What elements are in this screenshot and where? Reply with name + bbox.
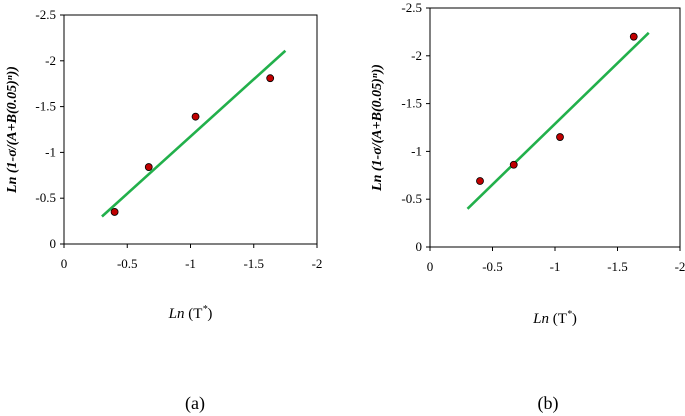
plot-frame [429, 7, 681, 248]
data-point [144, 163, 153, 171]
x-tick-label: -0.5 [117, 256, 138, 271]
x-tick-label: -1 [550, 259, 561, 274]
y-tick-label: -2 [411, 48, 422, 63]
data-point [191, 112, 200, 121]
x-tick-label: 0 [61, 256, 68, 271]
chart-b: 0 -0.5 -1 -1.5 -2 0 -0.5 -1 -1.5 -2 -2.5 Ln (1-σ/(A… [370, 0, 685, 414]
data-point [629, 32, 638, 41]
data-point [509, 160, 518, 169]
y-tick-label: -0.5 [35, 190, 56, 205]
fit-line [101, 49, 287, 218]
x-tick-label: -1 [185, 256, 196, 271]
x-axis-label: Ln (T*) [532, 309, 577, 327]
plot-frame [63, 14, 318, 245]
y-tick-label: 0 [416, 239, 423, 254]
panel-label: (a) [185, 393, 205, 414]
y-tick-label: -1 [411, 143, 422, 158]
y-axis-label: Ln (1-σ/(A+B(0.05)ⁿ)) [5, 66, 20, 194]
panel-label: (b) [538, 393, 559, 414]
y-tick-label: -1.5 [35, 99, 56, 114]
x-tick-label: -0.5 [482, 259, 503, 274]
y-tick-label: -1.5 [401, 96, 422, 111]
x-tick-label: 0 [427, 259, 434, 274]
fit-line [466, 31, 650, 210]
x-axis-label: Ln (T*) [168, 304, 213, 322]
x-tick-label: -2 [675, 259, 685, 274]
data-point [266, 74, 275, 83]
y-tick-label: -2.5 [35, 7, 56, 22]
y-tick-label: -2 [45, 53, 56, 68]
x-tick-label: -1.5 [243, 256, 264, 271]
y-tick-label: -0.5 [401, 191, 422, 206]
data-point [110, 208, 119, 216]
chart-a: 0 -0.5 -1 -1.5 -2 0 -0.5 -1 -1.5 -2 -2.5 Ln (1-σ/(A… [5, 7, 322, 414]
data-point [556, 133, 564, 141]
y-tick-label: -2.5 [401, 0, 422, 15]
x-tick-label: -2 [312, 256, 323, 271]
y-tick-label: -1 [45, 144, 56, 159]
data-point [476, 177, 484, 185]
y-tick-label: 0 [50, 236, 57, 251]
y-axis-label: Ln (1-σ/(A+B(0.05)ⁿ)) [370, 64, 385, 192]
x-tick-label: -1.5 [607, 259, 628, 274]
